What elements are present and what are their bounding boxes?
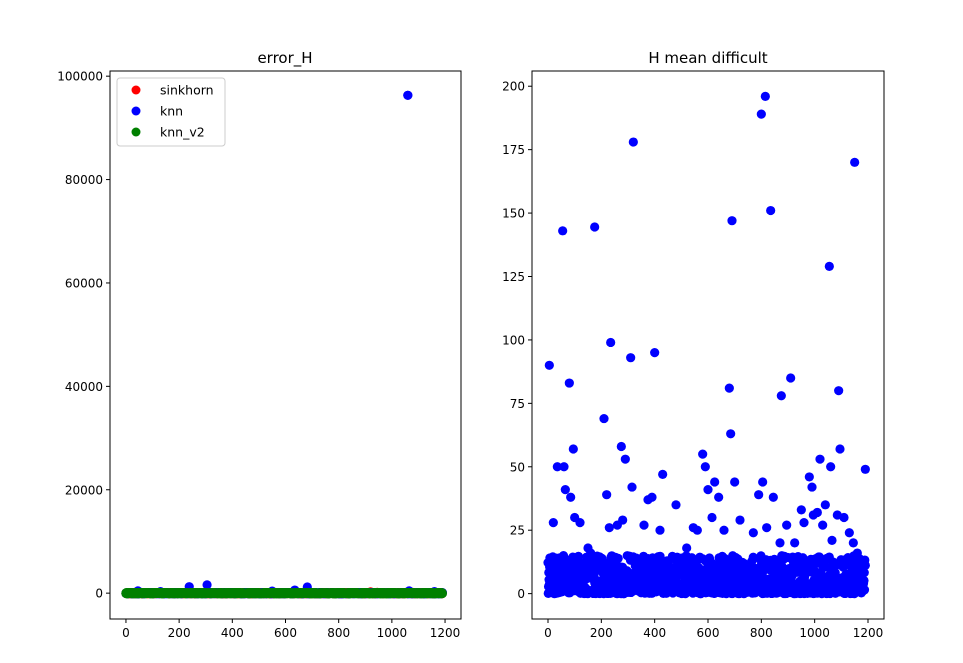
subplot-error-h: error_H 0 200 400 600 800 1000 1200 0 20000 40000… bbox=[57, 49, 462, 640]
x-tick-label-error-h: 0 bbox=[122, 626, 130, 640]
subplot-h-mean-difficult: H mean difficult 0 200 400 600 800 1000 120002… bbox=[502, 49, 885, 640]
x-tick-label-error-h: 1200 bbox=[430, 626, 461, 640]
x-tick-label-error-h: 800 bbox=[327, 626, 350, 640]
x-tick-label-error-h: 1000 bbox=[377, 626, 408, 640]
legend-label-sinkhorn: sinkhorn bbox=[160, 83, 214, 98]
point-h-mean bbox=[573, 551, 584, 561]
legend-marker-knn-v2 bbox=[131, 127, 141, 137]
legend-label-knn: knn bbox=[160, 104, 183, 119]
subplot-title-h-mean-difficult: H mean difficult bbox=[648, 49, 767, 67]
series-marks-error-h bbox=[121, 90, 447, 599]
subplot-title-error-h: error_H bbox=[257, 49, 312, 68]
x-tick-label-error-h: 200 bbox=[168, 626, 191, 640]
legend-marker-knn bbox=[131, 106, 141, 116]
y-tick-label-error-h: 80000 bbox=[65, 173, 103, 187]
x-tick-label-error-h: 400 bbox=[221, 626, 244, 640]
legend: sinkhorn knn knn_v2 bbox=[116, 77, 226, 147]
point-knn bbox=[403, 90, 413, 100]
y-tick-label-error-h: 100000 bbox=[57, 70, 103, 84]
legend-label-knn-v2: knn_v2 bbox=[160, 125, 205, 140]
y-tick-label-error-h: 20000 bbox=[65, 483, 103, 497]
point-knn bbox=[202, 580, 212, 590]
legend-marker-sinkhorn bbox=[131, 85, 141, 95]
y-tick-label-error-h: 40000 bbox=[65, 380, 103, 394]
y-tick-label-error-h: 0 bbox=[95, 587, 103, 601]
series-marks-h-mean-difficult bbox=[543, 91, 870, 599]
legend-box bbox=[116, 77, 226, 147]
x-tick-label-error-h: 600 bbox=[274, 626, 297, 640]
plot-frame-error-h bbox=[109, 70, 462, 620]
point-h-mean bbox=[613, 553, 623, 564]
y-tick-label-error-h: 60000 bbox=[65, 276, 103, 290]
point-knn-v2 bbox=[437, 588, 447, 598]
tick-group-error-h: 0 200 400 600 800 1000 1200 0 20000 40000 60000 800… bbox=[57, 70, 460, 640]
